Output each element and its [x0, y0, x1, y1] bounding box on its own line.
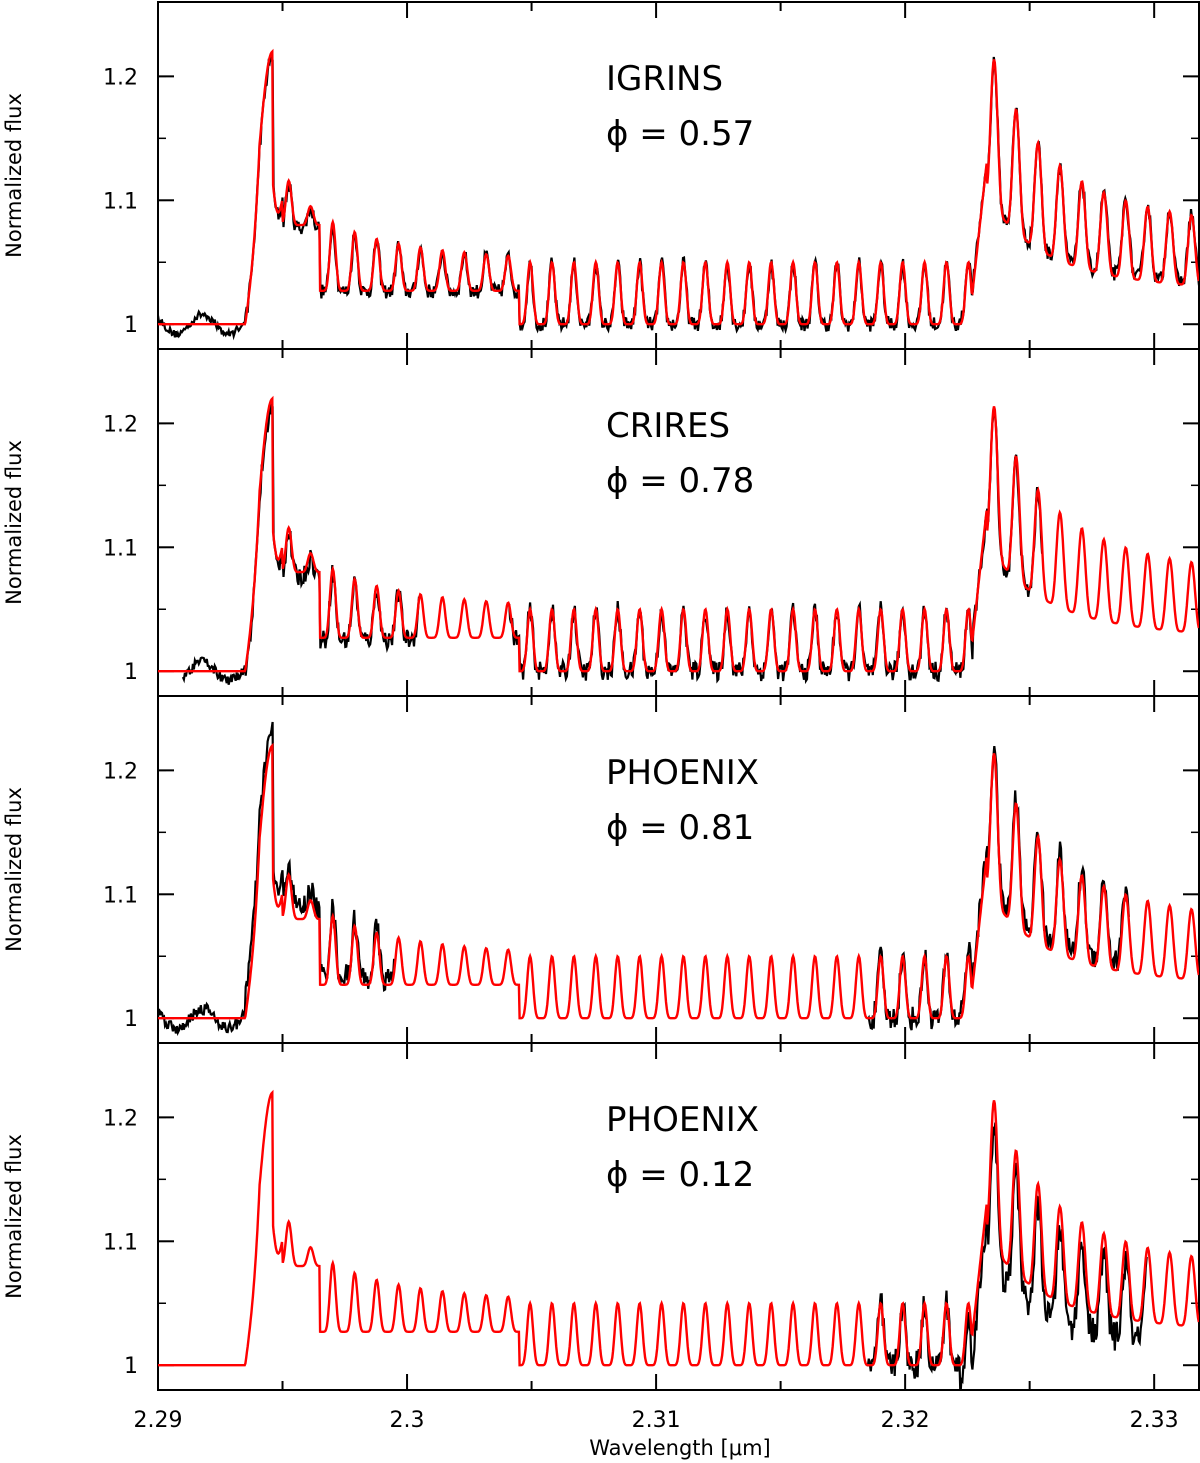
y-tick-label: 1.2	[103, 65, 138, 90]
y-tick-label: 1	[124, 313, 138, 338]
y-tick-label: 1	[124, 1354, 138, 1379]
observed-spectrum-line	[158, 721, 396, 1037]
observed-spectrum-line	[866, 1122, 1148, 1390]
x-axis: 2.29 2.3 2.31 2.32 2.33	[134, 1408, 1179, 1433]
panel-2: 1 1.1 1.2 Normalized flux CRIRES ϕ = 0.78	[2, 348, 1200, 697]
model-spectrum-line	[158, 1089, 1199, 1367]
y-tick-label: 1.1	[103, 189, 138, 214]
y-tick-label: 1	[124, 660, 138, 685]
y-axis-label: Normalized flux	[2, 440, 26, 605]
x-tick-label: 2.33	[1130, 1408, 1179, 1433]
instrument-label: PHOENIX	[606, 1100, 759, 1140]
panel-frame	[157, 1, 1200, 350]
instrument-label: PHOENIX	[606, 753, 759, 793]
panel-1: 1 1.1 1.2 Normalized flux IGRINS ϕ = 0.57	[2, 1, 1200, 350]
x-tick-label: 2.3	[390, 1408, 425, 1433]
panel-frame	[157, 348, 1200, 697]
model-spectrum-line	[158, 395, 1199, 673]
panel-frame	[157, 1042, 1200, 1391]
y-axis-label: Normalized flux	[2, 1134, 26, 1299]
phase-label: ϕ = 0.81	[606, 808, 754, 848]
instrument-label: IGRINS	[606, 59, 723, 99]
x-axis-label: Wavelength [μm]	[589, 1436, 770, 1460]
instrument-label: CRIRES	[606, 406, 730, 446]
y-tick-label: 1.1	[103, 536, 138, 561]
y-tick-label: 1.1	[103, 883, 138, 908]
y-tick-label: 1	[124, 1007, 138, 1032]
phase-label: ϕ = 0.57	[606, 114, 754, 154]
y-tick-label: 1.2	[103, 759, 138, 784]
panel-3: 1 1.1 1.2 Normalized flux PHOENIX ϕ = 0.81	[2, 695, 1200, 1044]
panels: 1 1.1 1.2 Normalized flux IGRINS ϕ = 0.57 1 1.1…	[2, 1, 1200, 1391]
x-tick-label: 2.31	[632, 1408, 681, 1433]
y-tick-label: 1.1	[103, 1230, 138, 1255]
observed-spectrum-line	[181, 402, 421, 685]
phase-label: ϕ = 0.12	[606, 1155, 754, 1195]
x-tick-label: 2.32	[881, 1408, 930, 1433]
panel-frame	[157, 695, 1200, 1044]
phase-label: ϕ = 0.78	[606, 461, 754, 501]
y-axis-label: Normalized flux	[2, 93, 26, 258]
x-tick-label: 2.29	[134, 1408, 183, 1433]
model-spectrum-line	[158, 742, 1199, 1020]
y-tick-label: 1.2	[103, 412, 138, 437]
model-spectrum-line	[158, 48, 1199, 326]
panel-4: 1 1.1 1.2 Normalized flux PHOENIX ϕ = 0.12	[2, 1042, 1200, 1391]
y-axis-label: Normalized flux	[2, 787, 26, 952]
y-tick-label: 1.2	[103, 1106, 138, 1131]
